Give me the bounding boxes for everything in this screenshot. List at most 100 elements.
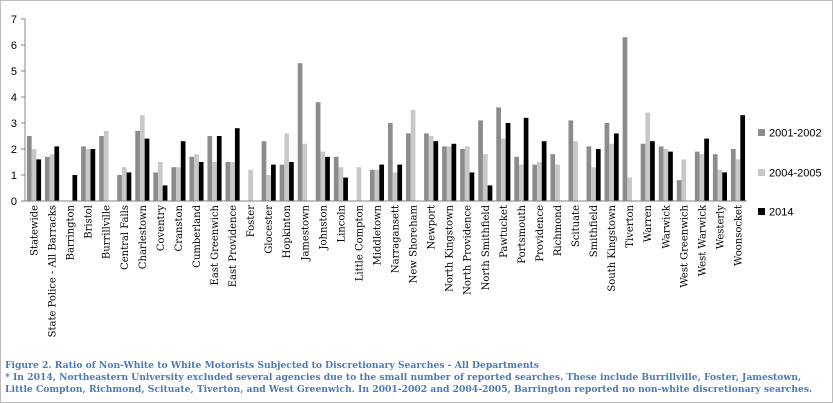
bar-2014 bbox=[325, 156, 330, 201]
bar-2001-2002 bbox=[171, 167, 177, 201]
bar-2001-2002 bbox=[568, 120, 574, 201]
x-tick-label: State Police - All Barracks bbox=[48, 205, 59, 337]
x-tick-label: Narragansett bbox=[391, 205, 402, 273]
bar-2001-2002 bbox=[532, 164, 538, 201]
bar-2001-2002 bbox=[261, 141, 267, 201]
x-tick-label: Bristol bbox=[84, 205, 95, 239]
bar-2014 bbox=[72, 175, 78, 201]
x-tick-label: Middletown bbox=[372, 204, 383, 265]
x-tick-label: North Providence bbox=[463, 205, 474, 295]
x-tick-label: Warren bbox=[643, 204, 654, 242]
y-tick-label: 5 bbox=[11, 66, 17, 78]
bar-2014 bbox=[523, 117, 529, 201]
bar-2001-2002 bbox=[514, 156, 520, 201]
bar-2014 bbox=[90, 149, 96, 201]
x-tick-label: Woonsocket bbox=[733, 205, 744, 266]
x-tick-label: Central Falls bbox=[120, 205, 131, 270]
bar-2004-2005 bbox=[248, 169, 253, 201]
bar-2001-2002 bbox=[496, 107, 501, 201]
bar-2014 bbox=[198, 162, 204, 201]
x-tick-label: Warwick bbox=[661, 204, 672, 249]
bar-2001-2002 bbox=[225, 162, 231, 201]
bar-2014 bbox=[668, 151, 673, 201]
bar-2004-2005 bbox=[85, 149, 91, 201]
bar-2001-2002 bbox=[424, 133, 429, 201]
bar-2004-2005 bbox=[482, 154, 488, 201]
bar-2004-2005 bbox=[212, 162, 217, 201]
caption-title: Figure 2. Ratio of Non-White to White Mo… bbox=[5, 360, 539, 371]
bar-2001-2002 bbox=[442, 146, 447, 201]
figure-caption: Figure 2. Ratio of Non-White to White Mo… bbox=[5, 360, 831, 396]
bar-2004-2005 bbox=[519, 164, 524, 201]
bar-2004-2005 bbox=[320, 151, 326, 201]
y-tick-label: 2 bbox=[11, 144, 17, 156]
x-tick-label: Foster bbox=[246, 205, 257, 237]
bar-2014 bbox=[36, 159, 42, 201]
x-tick-label: Coventry bbox=[156, 205, 167, 251]
bar-2001-2002 bbox=[297, 63, 303, 202]
bar-2014 bbox=[740, 115, 746, 201]
bar-2001-2002 bbox=[26, 136, 32, 201]
y-tick-label: 0 bbox=[11, 196, 17, 208]
bar-2001-2002 bbox=[333, 156, 339, 201]
x-tick-label: Glocester bbox=[264, 205, 275, 254]
bar-2004-2005 bbox=[31, 149, 37, 201]
bar-2014 bbox=[595, 149, 601, 201]
x-tick-label: Pawtucket bbox=[499, 205, 510, 258]
bar-2001-2002 bbox=[604, 123, 610, 201]
bar-chart: 0 1 2 3 4 5 6 7 Statewide State Police - All Bar… bbox=[11, 14, 822, 337]
bar-2014 bbox=[162, 185, 168, 201]
bar-2004-2005 bbox=[302, 143, 308, 201]
bar-2014 bbox=[216, 136, 222, 201]
bar-2001-2002 bbox=[730, 149, 736, 201]
bar-2004-2005 bbox=[428, 136, 434, 201]
x-tick-label: Johnston bbox=[318, 204, 329, 250]
bar-2001-2002 bbox=[640, 143, 646, 201]
bar-2014 bbox=[289, 162, 294, 201]
bar-2014 bbox=[379, 164, 385, 201]
bar-2001-2002 bbox=[387, 123, 393, 201]
x-tick-label: Jamestown bbox=[300, 204, 311, 261]
bar-2014 bbox=[704, 138, 709, 201]
bar-2004-2005 bbox=[500, 138, 506, 201]
bar-2004-2005 bbox=[139, 115, 145, 201]
y-tick-label: 7 bbox=[11, 14, 17, 26]
bar-2014 bbox=[271, 164, 276, 201]
bar-2004-2005 bbox=[410, 110, 416, 201]
x-tick-label: Barrington bbox=[66, 204, 77, 260]
bar-2014 bbox=[650, 141, 655, 201]
legend-label: 2001-2002 bbox=[769, 128, 822, 140]
legend-swatch bbox=[758, 169, 765, 176]
bar-2014 bbox=[180, 141, 186, 201]
x-tick-label: West Greenwich bbox=[679, 204, 690, 287]
bar-2001-2002 bbox=[45, 156, 50, 201]
bar-2004-2005 bbox=[266, 175, 272, 201]
x-axis: Statewide State Police - All Barracks Barr… bbox=[25, 200, 747, 337]
bar-2004-2005 bbox=[446, 146, 452, 201]
y-axis: 0 1 2 3 4 5 6 7 bbox=[11, 14, 26, 208]
bar-2001-2002 bbox=[153, 172, 159, 201]
x-tick-label: Cranston bbox=[174, 204, 185, 251]
bar-2004-2005 bbox=[591, 167, 596, 201]
x-tick-label: South Kingstown bbox=[607, 204, 618, 291]
bar-2014 bbox=[343, 177, 348, 201]
x-tick-label: Westerly bbox=[715, 205, 726, 249]
bar-2001-2002 bbox=[135, 130, 140, 201]
y-tick-label: 3 bbox=[11, 118, 17, 130]
bar-2004-2005 bbox=[735, 159, 741, 201]
x-tick-label: Hopkinton bbox=[282, 204, 293, 258]
bar-2014 bbox=[144, 138, 150, 201]
legend-label: 2004-2005 bbox=[769, 168, 822, 180]
bar-2014 bbox=[54, 146, 60, 201]
legend-swatch bbox=[758, 129, 765, 136]
bar-2014 bbox=[397, 164, 403, 201]
bar-2001-2002 bbox=[315, 102, 321, 201]
x-tick-label: North Smithfield bbox=[481, 204, 492, 290]
bar-2004-2005 bbox=[392, 172, 398, 201]
bar-2001-2002 bbox=[189, 156, 195, 201]
x-tick-label: Smithfield bbox=[589, 204, 600, 257]
bar-2001-2002 bbox=[81, 146, 86, 201]
bar-2004-2005 bbox=[537, 162, 542, 201]
caption-note-line-1: * In 2014, Northeastern University exclu… bbox=[5, 372, 802, 383]
